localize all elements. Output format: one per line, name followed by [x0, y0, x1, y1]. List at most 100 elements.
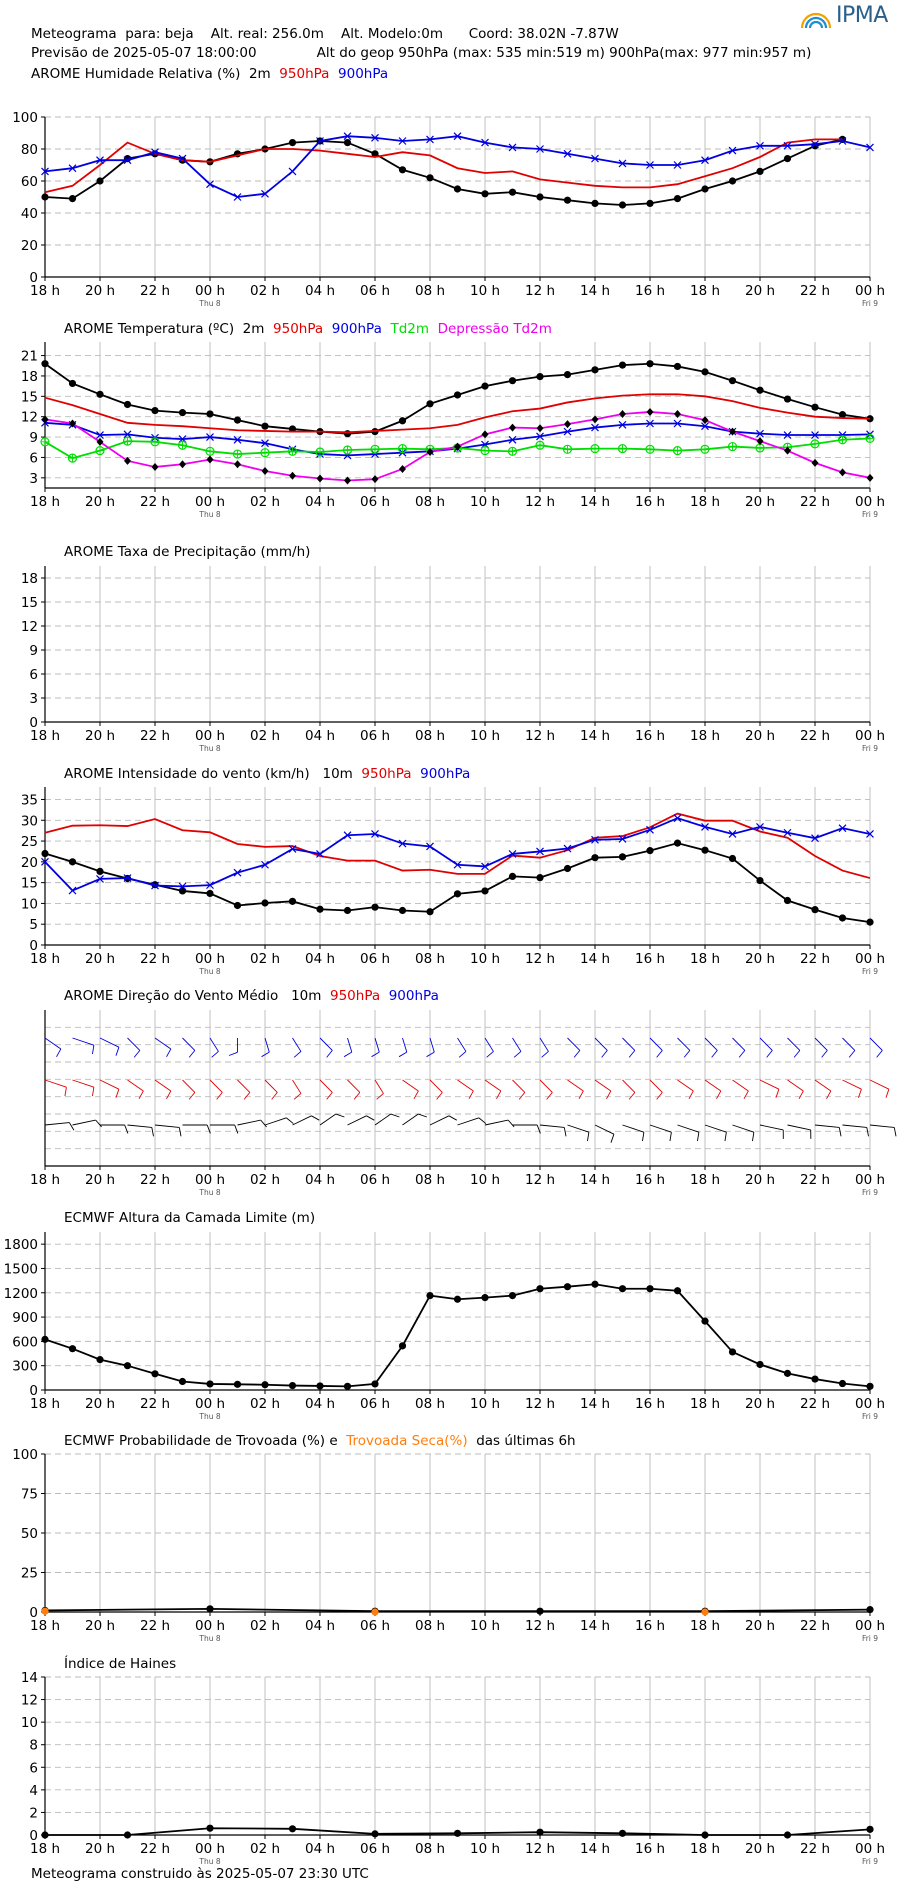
data-point	[343, 139, 352, 147]
x-tick-label: 18 h	[30, 1396, 60, 1412]
barb-shaft	[457, 1037, 467, 1052]
data-point	[123, 1362, 132, 1370]
series-depress-o-td2m	[41, 407, 874, 485]
y-tick-label: 1800	[4, 1237, 38, 1253]
x-tick-label: 16 h	[635, 283, 665, 299]
barb-shaft	[842, 1124, 867, 1128]
chart-title-part: Td2m	[389, 321, 437, 337]
x-tick-label: 00 h	[195, 1396, 225, 1412]
y-tick-label: 21	[21, 349, 38, 365]
y-tick-label: 2	[29, 1805, 38, 1821]
data-point	[289, 471, 296, 480]
data-point	[151, 881, 159, 890]
chart-title-thunderstorm: ECMWF Probabilidade de Trovoada (%) e Tr…	[64, 1433, 576, 1449]
data-point	[288, 897, 297, 905]
y-tick-label: 6	[29, 1760, 38, 1776]
data-point	[673, 1287, 682, 1295]
y-tick-label: 75	[21, 1487, 38, 1503]
data-point	[206, 1605, 214, 1613]
data-point	[536, 847, 544, 856]
y-tick-label: 15	[21, 595, 38, 611]
data-point	[508, 435, 517, 444]
chart-title-part: 950hPa	[273, 321, 332, 337]
data-point	[673, 839, 682, 847]
data-point	[426, 448, 434, 457]
x-tick-label: 04 h	[305, 1396, 335, 1412]
data-point	[426, 842, 434, 851]
data-point	[178, 1377, 187, 1386]
y-tick-label: 100	[12, 1447, 38, 1463]
barb-flag	[271, 1092, 278, 1100]
data-point	[316, 137, 324, 145]
x-tick-label: 18 h	[690, 1396, 720, 1412]
y-tick-label: 0	[29, 938, 38, 954]
barb-flag	[610, 1134, 615, 1143]
data-point	[96, 867, 104, 876]
barb-shaft	[72, 1037, 95, 1046]
series-line	[44, 817, 871, 892]
x-tick-label: 04 h	[305, 283, 335, 299]
data-point	[288, 845, 297, 853]
barb-shaft	[759, 1037, 773, 1051]
data-point	[41, 1607, 49, 1615]
data-point-cross	[728, 442, 737, 451]
y-tick-label: 5	[29, 917, 38, 933]
x-tick-label: 10 h	[470, 494, 500, 510]
barb-flag	[893, 1127, 897, 1137]
barb-shaft	[539, 1079, 553, 1093]
y-tick-label: 35	[21, 792, 38, 808]
data-point	[646, 199, 654, 207]
barb-flag	[64, 1087, 67, 1097]
x-tick-label: 20 h	[745, 1172, 775, 1188]
data-point	[591, 199, 599, 207]
y-tick-label: 15	[21, 389, 38, 405]
barb-flag	[286, 1117, 294, 1124]
x-tick-label: 18 h	[30, 1841, 60, 1857]
barb-flag	[234, 1124, 239, 1134]
data-point	[453, 860, 462, 869]
chart-title-part: ECMWF Altura da Camada Limite (m)	[64, 1210, 315, 1226]
data-point	[756, 1360, 764, 1369]
data-point	[398, 1342, 407, 1350]
data-point-cross	[838, 435, 847, 444]
data-point	[261, 1381, 269, 1389]
y-tick-label: 12	[21, 619, 38, 635]
barb-flag	[573, 1050, 581, 1058]
barb-flag	[468, 1090, 474, 1100]
x-tick-label: 22 h	[140, 951, 170, 967]
barb-shaft	[567, 1124, 590, 1133]
data-point	[426, 908, 434, 916]
data-point	[453, 132, 462, 141]
x-sub-label: Thu 8	[198, 299, 220, 308]
data-point-cross	[233, 450, 242, 459]
barb-flag	[68, 1122, 75, 1131]
data-point	[68, 886, 77, 895]
chart-title-part: Depressão Td2m	[438, 321, 552, 337]
data-point	[398, 839, 407, 848]
y-tick-label: 25	[21, 834, 38, 850]
data-point	[783, 1369, 792, 1377]
data-point	[783, 1831, 792, 1839]
data-point	[96, 874, 104, 883]
x-tick-label: 02 h	[250, 1396, 280, 1412]
data-point	[206, 410, 214, 418]
data-point	[618, 1285, 627, 1293]
barb-flag	[838, 1127, 842, 1137]
barb-shaft	[319, 1079, 333, 1093]
x-tick-label: 16 h	[635, 1172, 665, 1188]
x-tick-label: 00 h	[855, 1618, 885, 1634]
chart-title-part: 950hPa	[330, 988, 389, 1004]
data-point	[151, 148, 159, 157]
data-point	[811, 906, 819, 914]
data-point	[344, 476, 351, 485]
barb-flag	[601, 1050, 608, 1058]
data-point	[811, 431, 819, 439]
barb-flag	[95, 1119, 102, 1128]
data-point	[811, 140, 819, 149]
barb-flag	[716, 1090, 722, 1100]
barb-shaft	[237, 1119, 261, 1126]
barb-shaft	[264, 1117, 287, 1126]
x-tick-label: 16 h	[635, 494, 665, 510]
barb-flag	[353, 1092, 361, 1100]
y-tick-label: 0	[29, 1605, 38, 1621]
